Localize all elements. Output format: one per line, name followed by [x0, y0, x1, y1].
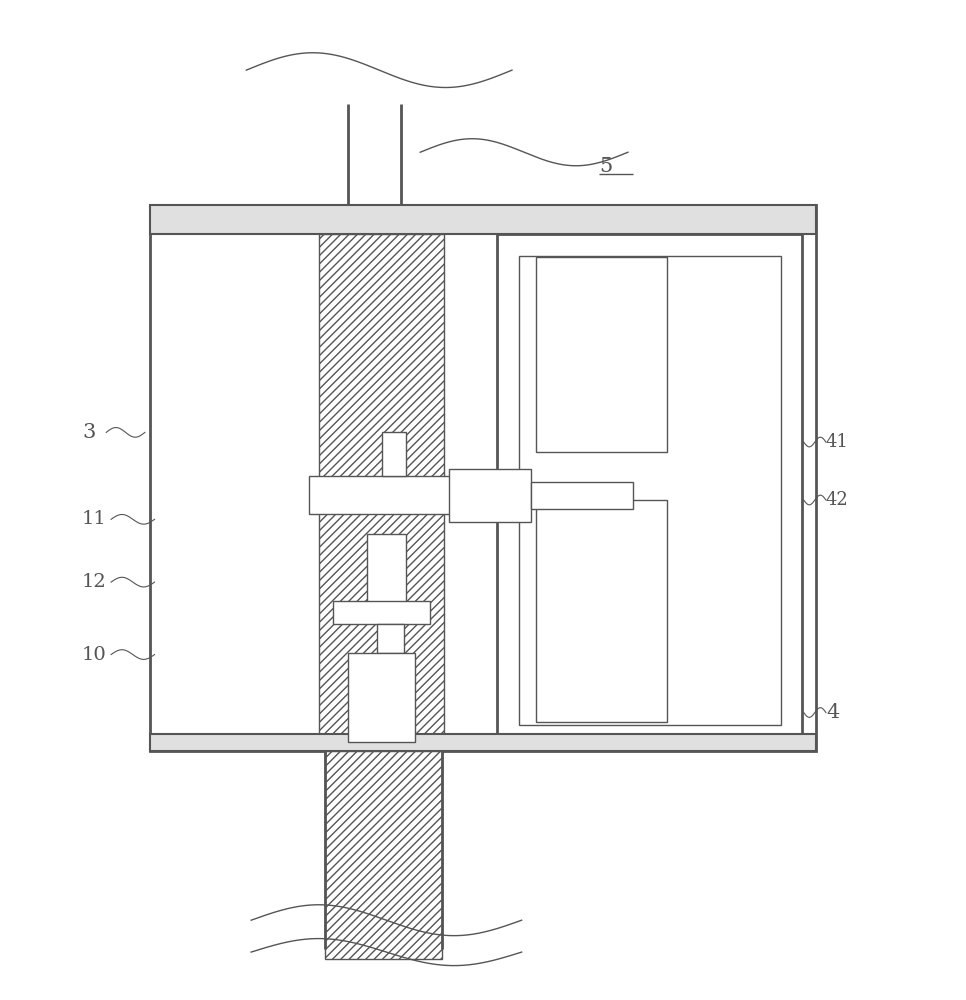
Text: 4: 4 [826, 703, 839, 722]
Text: 10: 10 [82, 646, 107, 664]
Bar [150, 205, 816, 234]
Text: 42: 42 [826, 491, 849, 509]
Bar [519, 256, 781, 725]
Bar [348, 653, 415, 742]
Text: 41: 41 [826, 433, 849, 451]
Bar [536, 500, 667, 722]
Bar [319, 234, 444, 734]
Text: 5: 5 [599, 157, 612, 176]
Text: 11: 11 [82, 510, 107, 528]
Bar [367, 534, 406, 606]
Bar [531, 482, 633, 509]
Bar [536, 257, 667, 452]
Bar [377, 624, 404, 653]
Bar [449, 469, 531, 522]
Bar [150, 205, 816, 751]
Text: 12: 12 [82, 573, 107, 591]
Bar [309, 476, 454, 514]
Bar [497, 234, 802, 746]
Bar [333, 601, 430, 624]
Bar [382, 432, 406, 476]
Bar [150, 734, 816, 751]
Text: 3: 3 [82, 423, 96, 442]
Bar [325, 751, 442, 959]
